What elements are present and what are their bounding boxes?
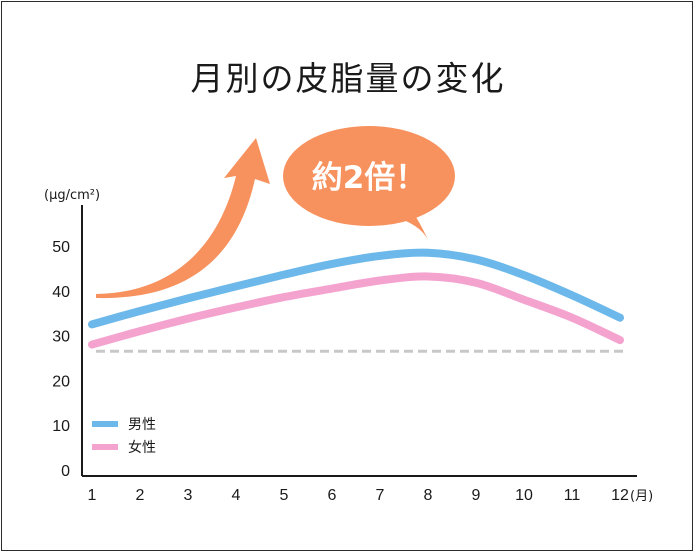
data-point xyxy=(329,260,335,267)
legend-label-male: 男性 xyxy=(128,417,156,433)
y-tick-label: 20 xyxy=(52,373,70,390)
x-tick-label: 2 xyxy=(136,487,145,504)
increase-arrow-icon xyxy=(96,138,270,299)
data-point xyxy=(185,315,191,322)
x-axis-unit: (月) xyxy=(630,489,653,504)
data-point xyxy=(233,283,239,290)
y-tick-label: 50 xyxy=(52,239,70,256)
data-point xyxy=(185,295,191,302)
data-point xyxy=(329,285,335,292)
data-point xyxy=(521,272,527,279)
data-point xyxy=(137,307,143,314)
data-point xyxy=(89,321,95,328)
x-tick-label: 7 xyxy=(376,487,385,504)
x-tick-label: 3 xyxy=(184,487,193,504)
series-line-female xyxy=(88,272,624,349)
data-point xyxy=(233,304,239,311)
data-point xyxy=(473,256,479,263)
y-tick-label: 30 xyxy=(52,329,70,346)
chart-title: 月別の皮脂量の変化 xyxy=(190,59,506,98)
data-point xyxy=(377,252,383,259)
data-point xyxy=(617,314,623,321)
x-tick-label: 10 xyxy=(515,487,533,504)
data-point xyxy=(569,292,575,299)
data-point xyxy=(473,279,479,286)
legend: 男性 女性 xyxy=(92,417,156,456)
data-point xyxy=(281,271,287,278)
data-point xyxy=(617,337,623,344)
x-tick-label: 4 xyxy=(232,487,241,504)
x-tick-label: 12 xyxy=(611,487,629,504)
x-tick-label: 5 xyxy=(280,487,289,504)
x-tick-label: 9 xyxy=(472,487,481,504)
data-point xyxy=(425,249,431,256)
y-tick-label: 0 xyxy=(61,463,70,480)
y-tick-label: 10 xyxy=(52,418,70,435)
x-tick-label: 1 xyxy=(88,487,97,504)
y-tick-label: 40 xyxy=(52,284,70,301)
data-point xyxy=(569,314,575,321)
annotation-text: 約2倍！ xyxy=(312,160,427,196)
x-tick-label: 6 xyxy=(328,487,337,504)
legend-label-female: 女性 xyxy=(128,439,156,456)
data-point xyxy=(425,273,431,280)
data-point xyxy=(137,328,143,335)
series-line-male xyxy=(88,248,624,329)
x-tick-label: 11 xyxy=(564,487,581,504)
data-point xyxy=(281,294,287,301)
data-point xyxy=(89,341,95,348)
x-tick-label: 8 xyxy=(424,487,433,504)
annotation-bubble: 約2倍！ xyxy=(283,126,455,240)
y-axis-unit: (μg/cm²) xyxy=(44,188,100,203)
data-point xyxy=(377,277,383,284)
data-point xyxy=(521,296,527,303)
